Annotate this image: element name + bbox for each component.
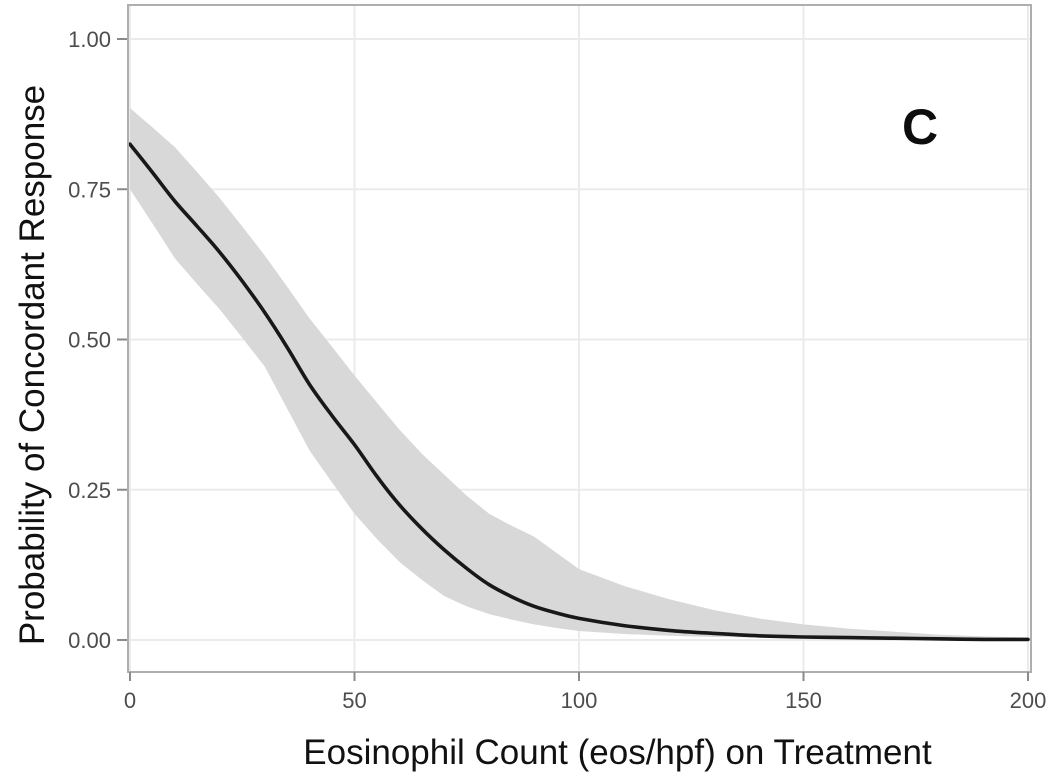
probability-curve xyxy=(128,142,1030,642)
x-axis-title: Eosinophil Count (eos/hpf) on Treatment xyxy=(303,733,932,772)
y-axis-title: Probability of Concordant Response xyxy=(13,84,52,646)
y-axis-tick-label: 0.00 xyxy=(68,628,111,653)
x-axis-tick-label: 150 xyxy=(785,688,822,713)
y-axis-tick-label: 0.75 xyxy=(68,177,111,202)
y-axis-tick-label: 1.00 xyxy=(68,27,111,52)
x-axis-tick-label: 50 xyxy=(342,688,366,713)
x-axis-tick-label: 0 xyxy=(124,688,136,713)
y-axis-tick-label: 0.50 xyxy=(68,328,111,353)
confidence-band xyxy=(130,108,1028,641)
y-axis-tick-label: 0.25 xyxy=(68,478,111,503)
x-axis-tick-label: 100 xyxy=(561,688,598,713)
panel-label: C xyxy=(901,99,939,155)
x-axis-tick-label: 200 xyxy=(1010,688,1047,713)
